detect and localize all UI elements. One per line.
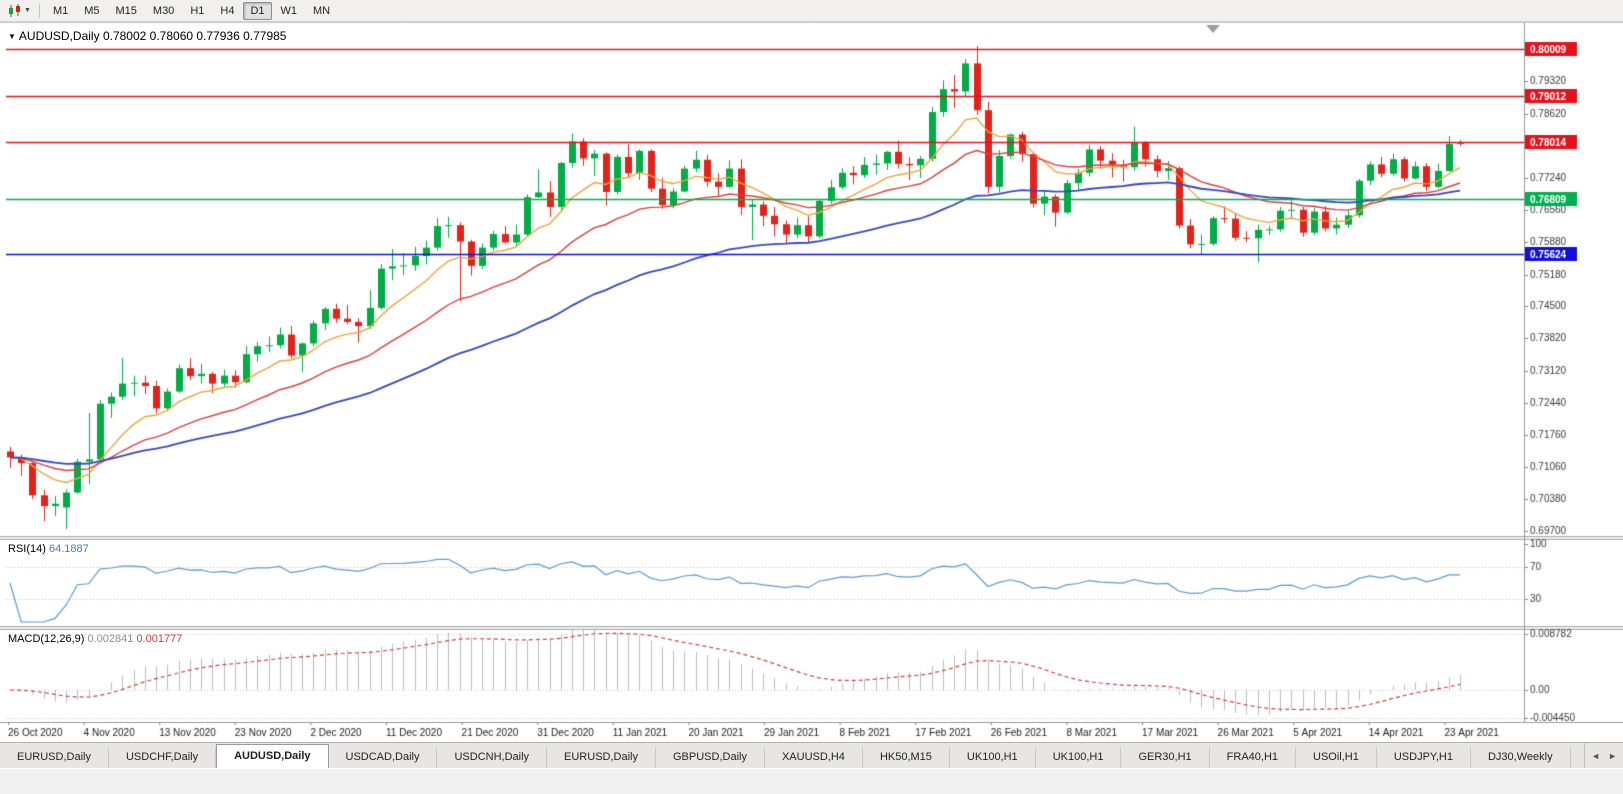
tab-scroll-right-icon[interactable]: ►	[1608, 750, 1617, 761]
chart-tab[interactable]: USDCHF,Daily	[109, 747, 217, 768]
chart-symbol-period: AUDUSD,Daily	[18, 29, 100, 43]
macd-signal-value: 0.001777	[136, 633, 183, 645]
chart-tab[interactable]: HK50,M15	[863, 747, 950, 768]
timeframe-button-d1[interactable]: D1	[243, 1, 272, 20]
chart-tab[interactable]: USDCNH,Daily	[437, 747, 548, 768]
timeframe-button-m1[interactable]: M1	[52, 4, 69, 17]
tab-scroll-left-icon[interactable]: ◄	[1591, 750, 1601, 761]
timeframe-button-m5[interactable]: M5	[84, 4, 100, 17]
timeframe-button-mn[interactable]: MN	[313, 4, 331, 17]
chart-tab[interactable]: EURUSD,Daily	[0, 747, 109, 768]
rsi-indicator-label: RSI(14) 64.1887	[8, 543, 89, 555]
macd-main-value: 0.002841	[87, 633, 134, 645]
toolbar-separator	[38, 3, 40, 18]
status-strip	[0, 768, 1623, 794]
tab-scroll-arrows: ◄ ►	[1584, 743, 1623, 768]
chart-context-icon[interactable]: ▼	[8, 32, 16, 41]
chart-title: ▼ AUDUSD,Daily 0.78002 0.78060 0.77936 0.…	[8, 29, 286, 43]
chart-tab[interactable]: GER30,H1	[1121, 747, 1210, 768]
chart-tab[interactable]: FRA40,H1	[1210, 747, 1297, 768]
timeframe-button-w1[interactable]: W1	[280, 4, 298, 17]
timeframe-button-m30[interactable]: M30	[152, 4, 175, 17]
chart-canvas[interactable]	[0, 22, 1623, 742]
tab-list: EURUSD,Daily USDCHF,Daily AUDUSD,Daily USDC…	[0, 744, 1623, 768]
chart-tab[interactable]: GBPUSD,Daily	[656, 747, 765, 768]
timeframe-button-h4[interactable]: H4	[220, 4, 235, 17]
chart-tab[interactable]: UK100,H1	[950, 747, 1036, 768]
chart-tab[interactable]: UK100,H1	[1036, 747, 1122, 768]
chart-tab[interactable]: DJ30,Weekly	[1471, 747, 1571, 768]
chart-tab[interactable]: AUDUSD,Daily	[216, 744, 329, 768]
chart-type-dropdown-icon[interactable]: ▼	[24, 7, 31, 14]
toolbar: ▼ M1 M5 M15 M30 H1 H4 D1 W1 MN	[0, 0, 1623, 22]
macd-name: MACD(12,26,9)	[8, 633, 85, 645]
chart-tab[interactable]: EURUSD,Daily	[547, 747, 656, 768]
chart-region: ▼ AUDUSD,Daily 0.78002 0.78060 0.77936 0.…	[0, 22, 1623, 742]
timeframe-buttons: M1 M5 M15 M30 H1 H4 D1 W1 MN	[46, 1, 337, 20]
candlestick-chart-icon[interactable]	[4, 3, 26, 19]
chart-tab-bar: EURUSD,Daily USDCHF,Daily AUDUSD,Daily USDC…	[0, 742, 1623, 768]
timeframe-button-h1[interactable]: H1	[190, 4, 205, 17]
rsi-value: 64.1887	[48, 543, 89, 555]
chart-ohlc: 0.78002 0.78060 0.77936 0.77985	[102, 29, 287, 43]
timeframe-button-m15[interactable]: M15	[115, 4, 137, 17]
chart-tab[interactable]: USDJPY,H1	[1377, 747, 1471, 768]
chart-tab[interactable]: XAUUSD,H4	[765, 747, 863, 768]
chart-tab[interactable]: USDCAD,Daily	[329, 747, 438, 768]
macd-indicator-label: MACD(12,26,9) 0.002841 0.001777	[8, 633, 182, 645]
chart-tab[interactable]: USOil,H1	[1296, 747, 1377, 768]
rsi-name: RSI(14)	[8, 543, 46, 555]
